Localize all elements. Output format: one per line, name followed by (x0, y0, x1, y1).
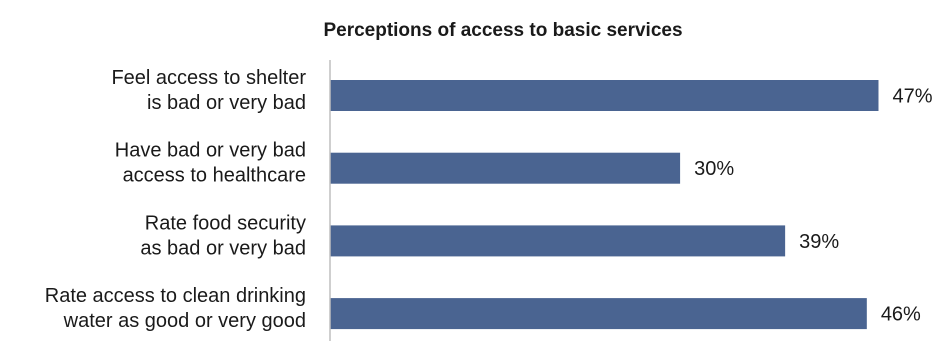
category-label-line: water as good or very good (63, 310, 306, 332)
category-label-line: as bad or very bad (140, 237, 306, 259)
value-label-4: 46% (881, 304, 921, 326)
bar-1 (330, 80, 879, 111)
category-label-line: Feel access to shelter (111, 67, 306, 89)
category-label-line: Have bad or very bad (115, 140, 306, 162)
value-label-1: 47% (892, 86, 932, 108)
bar-2 (330, 152, 681, 184)
bars-layer: 47% Feel access to shelter is bad or very … (45, 67, 933, 332)
value-label-2: 30% (694, 158, 734, 180)
category-label-1: Feel access to shelter is bad or very bad (111, 67, 306, 114)
category-label-line: is bad or very bad (147, 92, 306, 114)
category-label-4: Rate access to clean drinking water as go… (45, 285, 306, 332)
value-label-3: 39% (799, 231, 839, 253)
category-label-line: access to healthcare (123, 165, 306, 187)
chart-title: Perceptions of access to basic services (323, 20, 682, 41)
category-label-3: Rate food security as bad or very bad (140, 212, 306, 259)
bar-3 (330, 225, 786, 257)
bar-4 (330, 298, 867, 330)
category-label-line: Rate food security (145, 212, 306, 234)
category-label-2: Have bad or very bad access to healthcare (115, 140, 306, 187)
category-label-line: Rate access to clean drinking (45, 285, 306, 307)
